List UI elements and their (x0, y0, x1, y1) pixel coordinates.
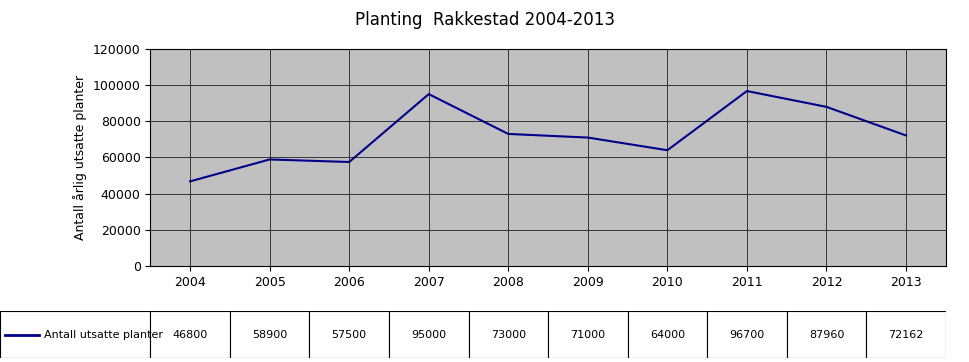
FancyBboxPatch shape (786, 311, 865, 358)
Text: 72162: 72162 (888, 330, 922, 340)
Text: 87960: 87960 (808, 330, 843, 340)
FancyBboxPatch shape (150, 311, 230, 358)
FancyBboxPatch shape (468, 311, 547, 358)
Text: 71000: 71000 (570, 330, 605, 340)
Text: Antall utsatte planter: Antall utsatte planter (44, 330, 163, 340)
Text: 64000: 64000 (649, 330, 684, 340)
FancyBboxPatch shape (389, 311, 468, 358)
FancyBboxPatch shape (0, 311, 150, 358)
Text: 46800: 46800 (172, 330, 207, 340)
Text: 95000: 95000 (411, 330, 446, 340)
FancyBboxPatch shape (230, 311, 309, 358)
Y-axis label: Antall årlig utsatte planter: Antall årlig utsatte planter (73, 75, 87, 240)
FancyBboxPatch shape (627, 311, 706, 358)
FancyBboxPatch shape (865, 311, 945, 358)
Text: 57500: 57500 (331, 330, 366, 340)
Text: 96700: 96700 (729, 330, 764, 340)
Text: 58900: 58900 (252, 330, 287, 340)
Text: Planting  Rakkestad 2004-2013: Planting Rakkestad 2004-2013 (355, 11, 614, 29)
FancyBboxPatch shape (547, 311, 627, 358)
FancyBboxPatch shape (309, 311, 389, 358)
FancyBboxPatch shape (706, 311, 786, 358)
Text: 73000: 73000 (490, 330, 525, 340)
